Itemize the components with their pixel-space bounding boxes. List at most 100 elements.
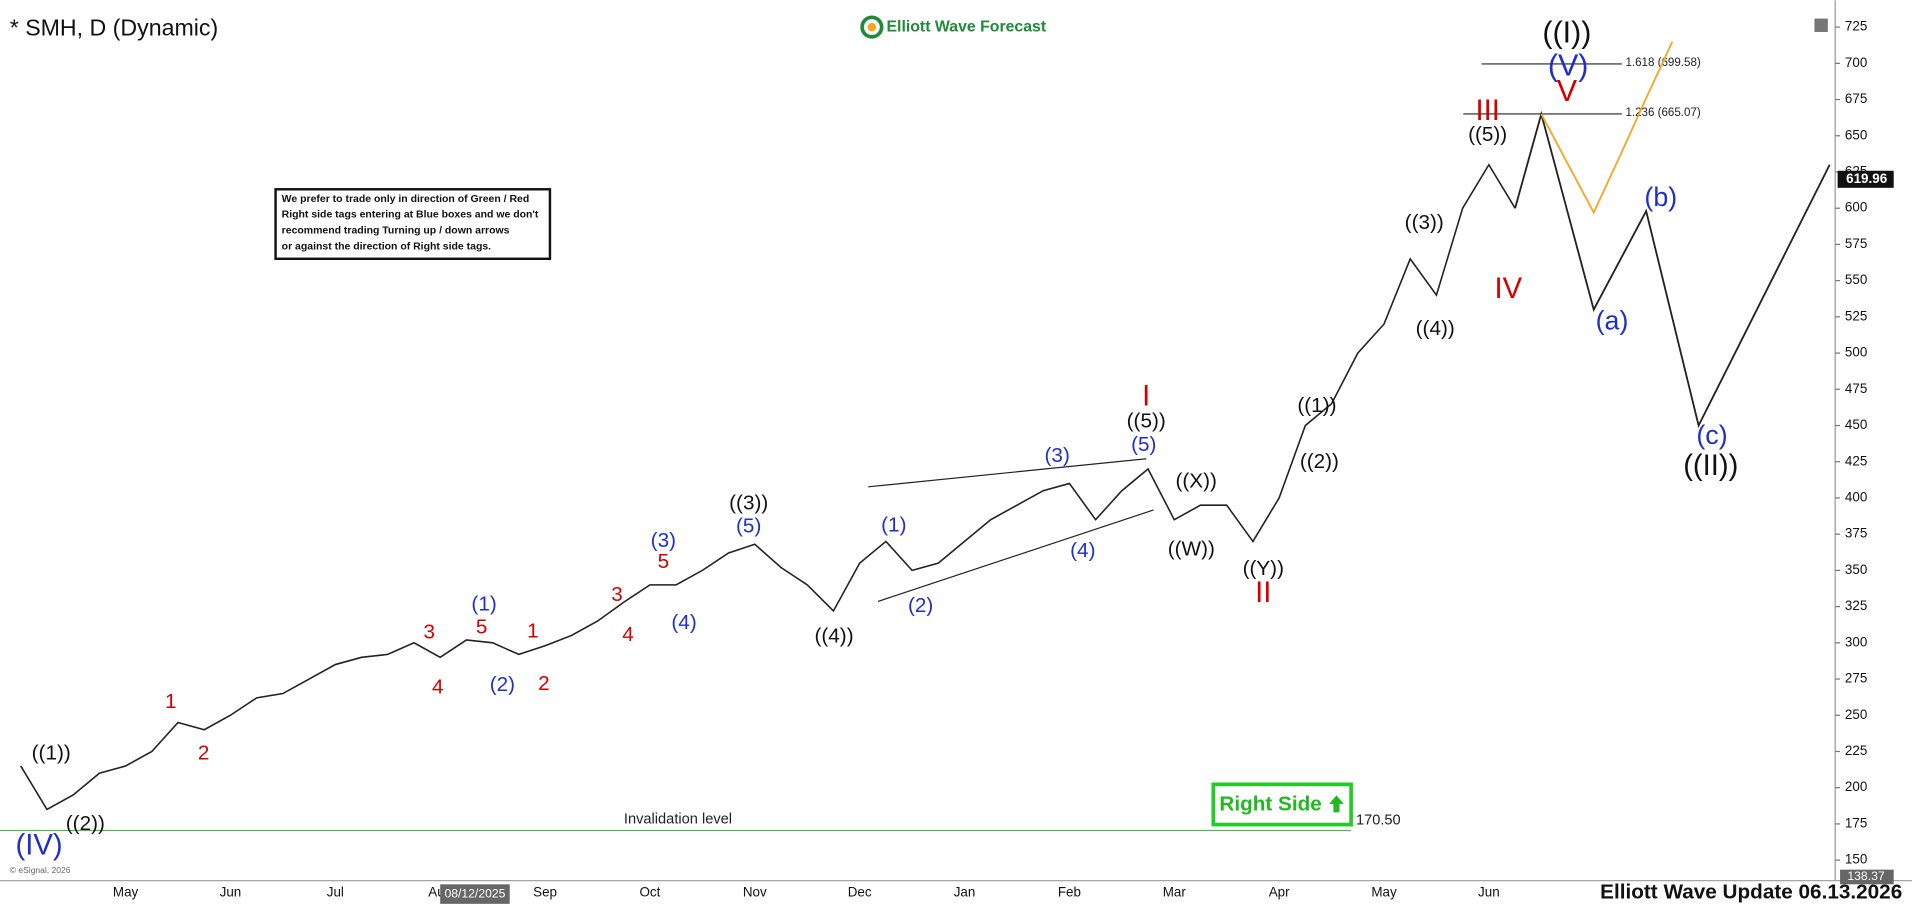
wave-label: (1) xyxy=(881,513,906,536)
y-tick-label: 150 xyxy=(1845,852,1867,867)
y-tick-label: 650 xyxy=(1845,127,1867,142)
x-tick-label: Mar xyxy=(1163,884,1187,899)
y-tick-label: 675 xyxy=(1845,91,1867,106)
x-tick-label: Jan xyxy=(954,884,976,899)
wave-label: (c) xyxy=(1696,420,1727,450)
price-line xyxy=(20,163,1516,811)
right-side-arrow xyxy=(1329,795,1344,813)
note-box xyxy=(274,188,552,261)
y-tick-label: 450 xyxy=(1845,417,1867,432)
wave-label: III xyxy=(1475,95,1499,127)
x-tick-label: Nov xyxy=(743,884,767,899)
y-tick-label: 525 xyxy=(1845,308,1867,323)
window-icon xyxy=(1814,18,1828,32)
chart-title: * SMH, D (Dynamic) xyxy=(10,15,218,41)
last-price-box xyxy=(1837,170,1894,188)
wave-label: ((1)) xyxy=(32,741,71,764)
brand: Elliott Wave Forecast xyxy=(886,18,1046,35)
note-line: Right side tags entering at Blue boxes a… xyxy=(282,210,539,221)
price-line xyxy=(1540,41,1674,215)
wave-label: ((5)) xyxy=(1468,123,1507,146)
y-tick-label: 475 xyxy=(1845,381,1867,396)
x-tick-label: Apr xyxy=(1269,884,1290,899)
last-price-label: 619.96 xyxy=(1846,171,1887,186)
wave-label: 3 xyxy=(423,621,435,644)
y-tick-label: 325 xyxy=(1845,598,1867,613)
wave-label: (5) xyxy=(736,515,761,538)
wave-label: ((2)) xyxy=(1300,450,1339,473)
wave-label: ((2)) xyxy=(66,812,105,835)
x-tick-label: Jun xyxy=(220,884,242,899)
y-tick-label: 175 xyxy=(1845,815,1867,830)
wave-label: I xyxy=(1142,381,1150,413)
right-side-tag: Right Side xyxy=(1219,793,1321,816)
fib-label: 1.236 (665.07) xyxy=(1625,107,1700,119)
cursor-x-box xyxy=(440,884,510,904)
note-line: We prefer to trade only in direction of … xyxy=(282,194,530,205)
cursor-y-box xyxy=(1840,869,1894,885)
wave-label: ((4)) xyxy=(814,624,853,647)
wave-label: ((Y)) xyxy=(1243,557,1284,580)
y-tick-label: 550 xyxy=(1845,272,1867,287)
wave-label: (3) xyxy=(1045,444,1070,467)
wave-label: ((II)) xyxy=(1683,450,1738,482)
y-tick-label: 250 xyxy=(1845,707,1867,722)
brand-logo-dot xyxy=(867,22,877,32)
wave-label: (b) xyxy=(1644,182,1677,212)
wave-label: (V) xyxy=(1548,48,1589,82)
wave-label: (2) xyxy=(490,673,515,696)
x-tick-label: Dec xyxy=(848,884,872,899)
y-tick-label: 700 xyxy=(1845,55,1867,70)
right-side-box xyxy=(1211,782,1353,827)
x-tick-label: May xyxy=(1371,884,1397,899)
x-tick-label: Jun xyxy=(1478,884,1500,899)
x-tick-label: Oct xyxy=(640,884,661,899)
wave-label: (5) xyxy=(1131,433,1156,456)
price-line xyxy=(1514,110,1831,429)
wave-label: (4) xyxy=(671,611,696,634)
wave-label: ((X)) xyxy=(1176,469,1217,492)
wave-label: (1) xyxy=(471,593,496,616)
wave-label: 4 xyxy=(432,675,444,698)
x-tick-label: Feb xyxy=(1058,884,1081,899)
wave-label: 5 xyxy=(476,616,488,639)
wave-label: II xyxy=(1255,577,1271,609)
y-tick-label: 400 xyxy=(1845,489,1867,504)
y-tick-label: 725 xyxy=(1845,19,1867,34)
invalidation-label: Invalidation level xyxy=(624,811,732,827)
y-tick-label: 600 xyxy=(1845,200,1867,215)
wave-label: V xyxy=(1557,74,1578,108)
wave-label: ((1)) xyxy=(1297,394,1336,417)
y-tick-label: 500 xyxy=(1845,345,1867,360)
wave-label: (4) xyxy=(1070,539,1095,562)
wave-label: 3 xyxy=(611,583,623,606)
note-line: or against the direction of Right side t… xyxy=(282,241,491,252)
y-tick-label: 350 xyxy=(1845,562,1867,577)
y-tick-label: 200 xyxy=(1845,779,1867,794)
footer: Elliott Wave Update 06.13.2026 xyxy=(1600,880,1902,903)
y-tick-label: 225 xyxy=(1845,743,1867,758)
invalidation-value: 170.50 xyxy=(1356,813,1401,829)
y-tick-label: 425 xyxy=(1845,453,1867,468)
cursor-y-label: 138.37 xyxy=(1847,869,1884,883)
copyright: © eSignal, 2026 xyxy=(10,865,71,875)
wave-label: ((I)) xyxy=(1542,15,1591,49)
wave-label: ((3)) xyxy=(1405,211,1444,234)
cursor-x-label: 08/12/2025 xyxy=(444,886,505,900)
wave-label: ((W)) xyxy=(1168,538,1215,561)
y-tick-label: 375 xyxy=(1845,526,1867,541)
x-tick-label: Sep xyxy=(533,884,557,899)
wave-label: ((5)) xyxy=(1127,410,1166,433)
wave-label: (3) xyxy=(651,529,676,552)
brand-logo xyxy=(860,15,884,39)
note-line: recommend trading Turning up / down arro… xyxy=(282,226,510,237)
wave-label: 2 xyxy=(198,741,210,764)
x-tick-label: May xyxy=(113,884,139,899)
y-tick-label: 275 xyxy=(1845,671,1867,686)
wave-label: 4 xyxy=(622,623,634,646)
wave-label: (a) xyxy=(1596,305,1629,335)
y-tick-label: 575 xyxy=(1845,236,1867,251)
